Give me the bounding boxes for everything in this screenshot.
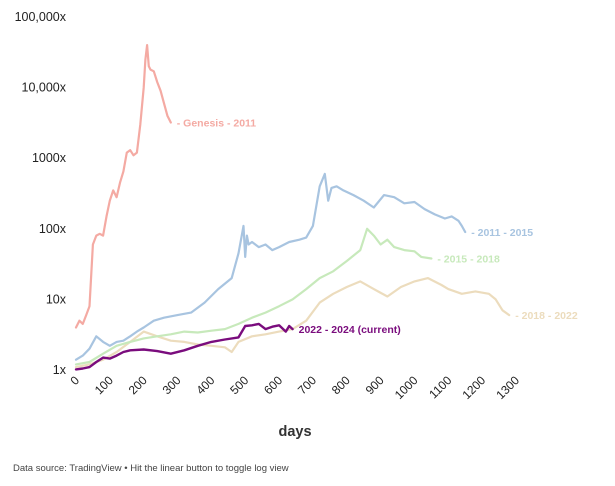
series-line-5 <box>74 322 294 371</box>
x-tick-label: 900 <box>363 373 387 397</box>
y-tick-label: 1000x <box>32 151 67 165</box>
series-label-2: - 2011 - 2015 <box>471 227 533 239</box>
series-label-3: - 2015 - 2018 <box>437 253 500 265</box>
x-tick-label: 400 <box>193 373 217 397</box>
x-tick-label: 100 <box>92 373 116 397</box>
series-line-3 <box>74 227 433 366</box>
x-tick-label: 1000 <box>392 373 421 402</box>
series-label-1: - Genesis - 2011 <box>177 118 257 130</box>
y-tick-label: 100x <box>39 222 67 236</box>
y-tick-label: 1x <box>53 363 67 377</box>
x-tick-label: 200 <box>126 373 150 397</box>
x-tick-label: 800 <box>329 373 353 397</box>
y-tick-label: 10x <box>46 292 67 306</box>
series-label-5: 2022 - 2024 (current) <box>299 324 401 336</box>
x-tick-label: 0 <box>67 373 82 388</box>
source-note: Data source: TradingView • Hit the linea… <box>13 463 289 474</box>
x-axis-label: days <box>278 424 311 440</box>
x-tick-label: 1100 <box>426 373 454 401</box>
y-tick-label: 100,000x <box>15 10 67 24</box>
series-line-4 <box>74 277 511 369</box>
series-line-2 <box>74 172 467 361</box>
x-tick-label: 1300 <box>493 373 522 402</box>
x-tick-label: 700 <box>295 373 319 397</box>
x-tick-label: 500 <box>227 373 251 397</box>
x-tick-label: 300 <box>160 373 184 397</box>
y-tick-label: 10,000x <box>22 81 67 95</box>
series-line-1 <box>74 43 172 329</box>
x-tick-label: 600 <box>261 373 285 397</box>
series-label-4: - 2018 - 2022 <box>515 310 578 322</box>
x-tick-label: 1200 <box>459 373 488 402</box>
